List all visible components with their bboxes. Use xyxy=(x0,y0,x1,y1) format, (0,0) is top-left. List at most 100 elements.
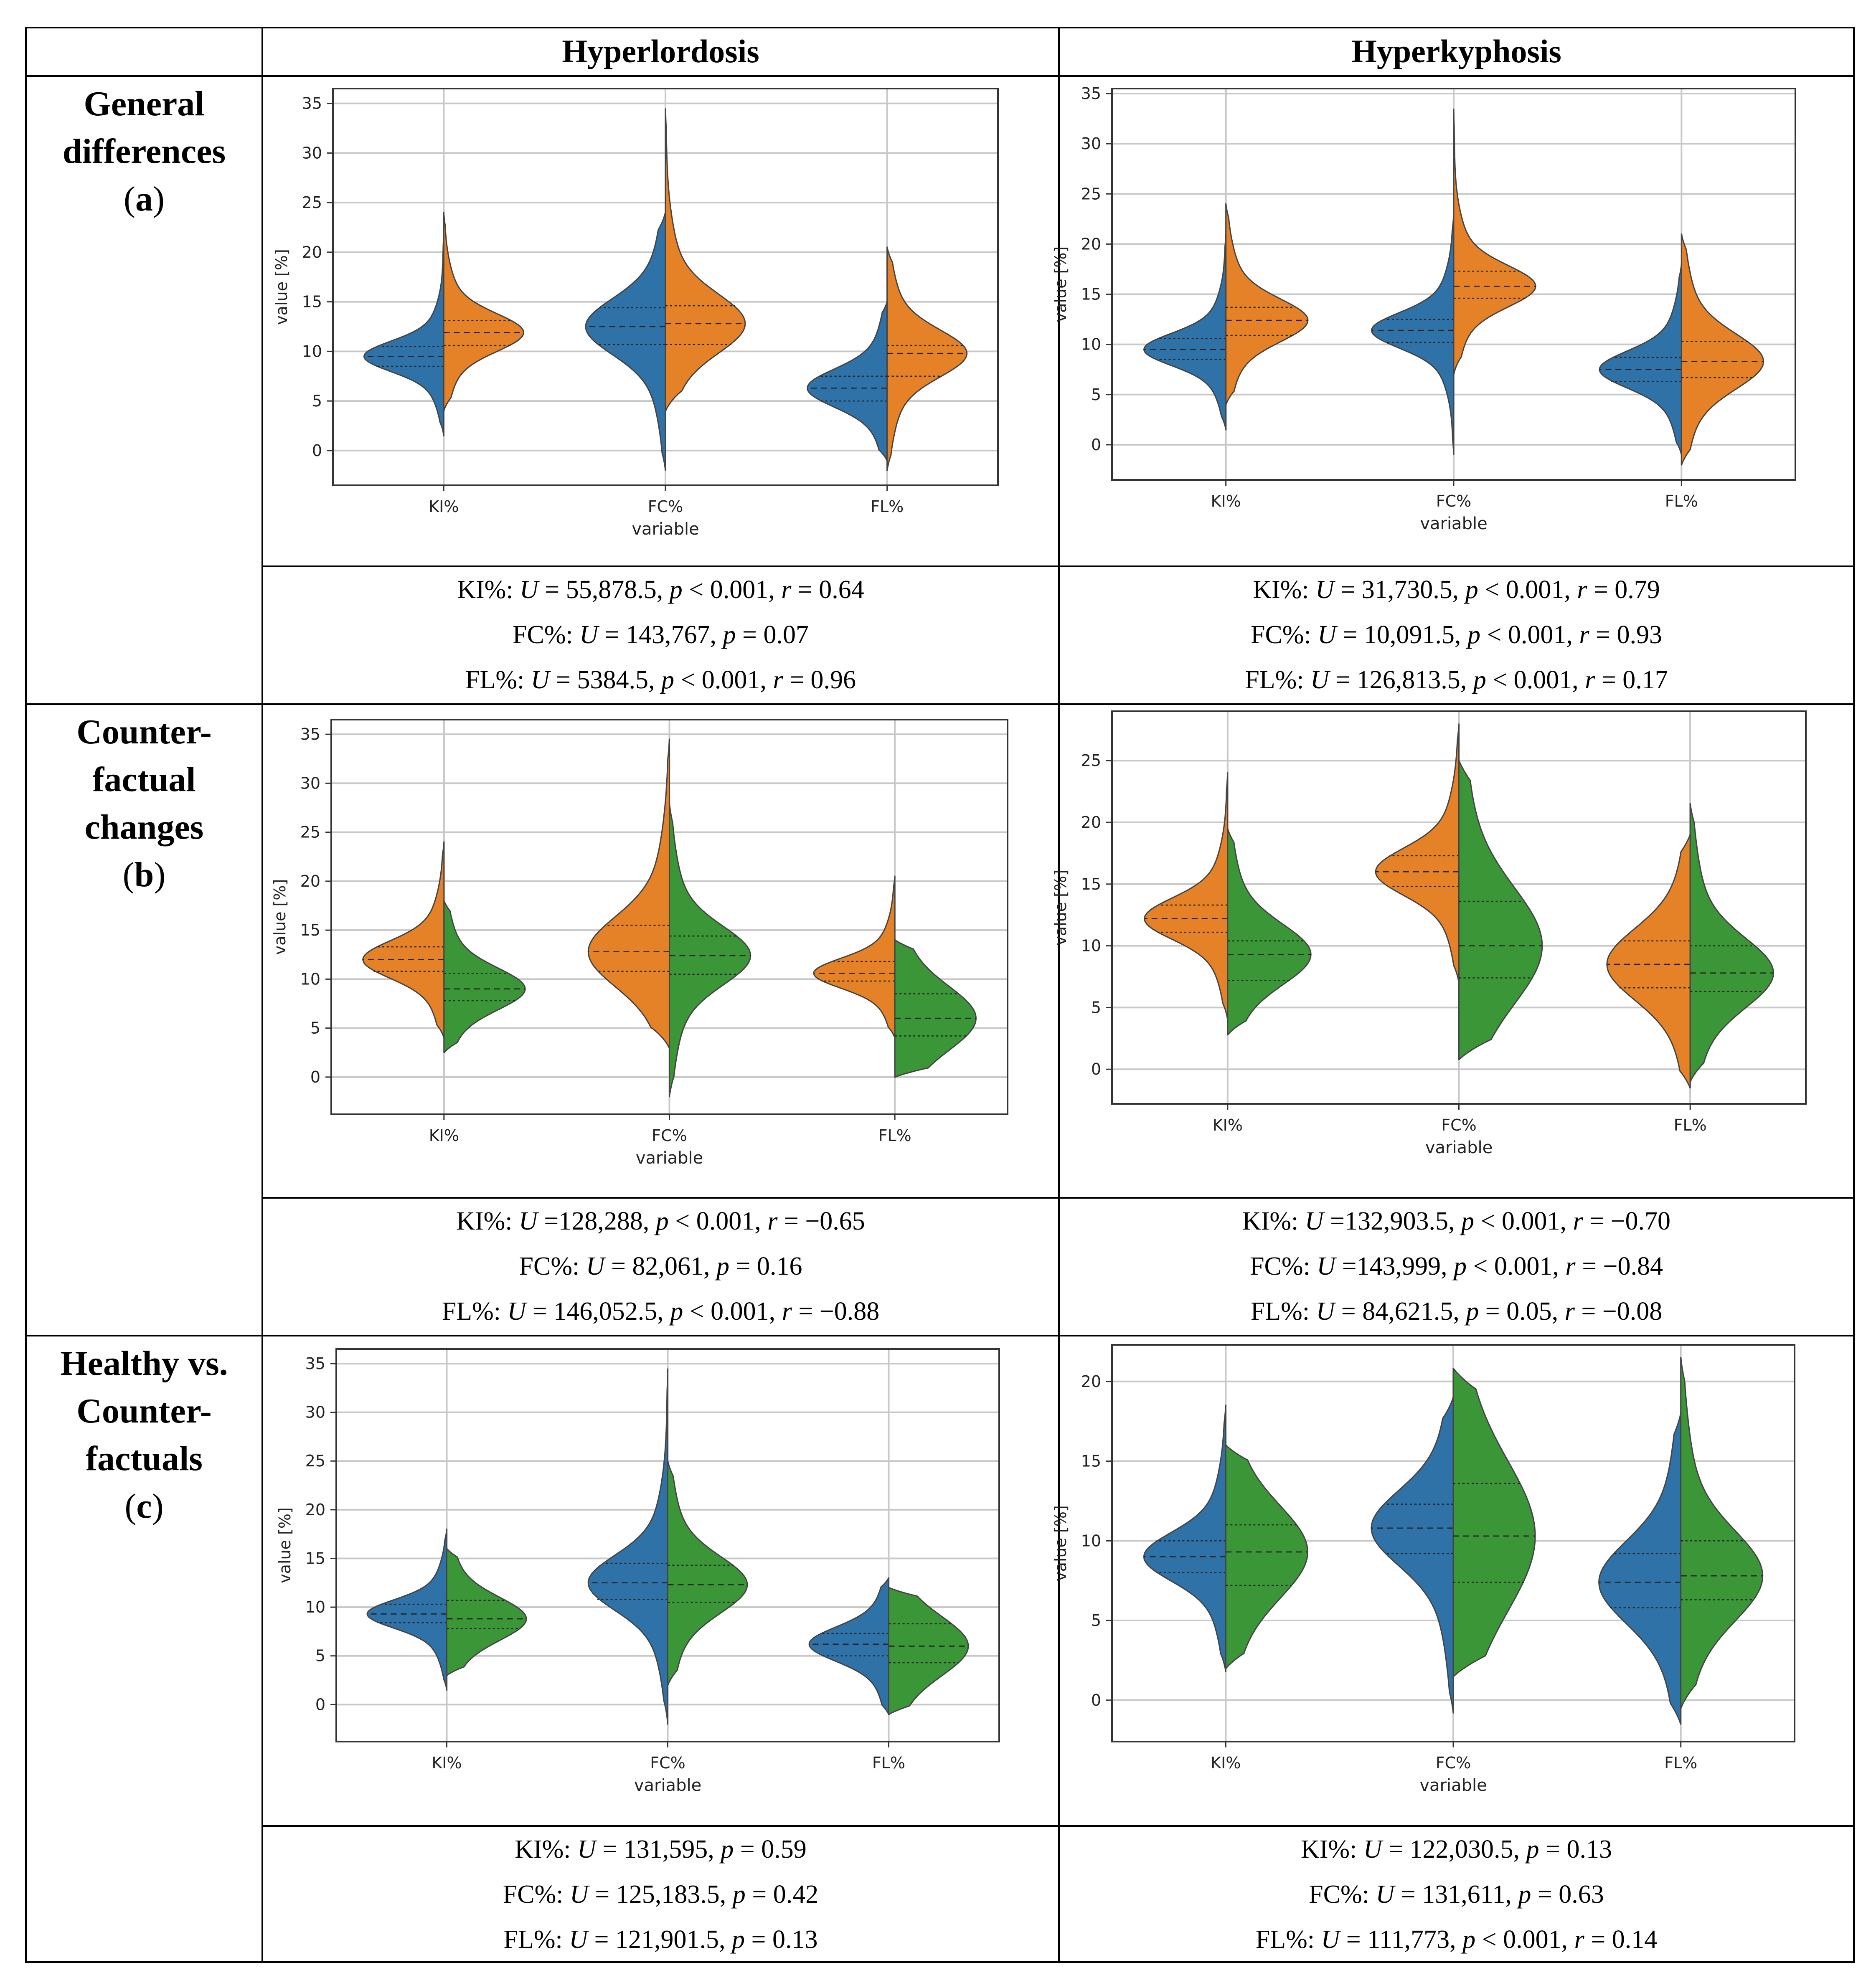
y-tick-label: 10 xyxy=(1081,937,1101,955)
x-axis-label: variable xyxy=(1419,1776,1487,1795)
row-divider-ab xyxy=(25,703,1855,705)
stat-u-value: =143,999, xyxy=(1335,1252,1454,1281)
y-tick-label: 15 xyxy=(1081,875,1101,893)
violin-half-right-KI% xyxy=(443,212,524,412)
stat-p-value: < 0.001, xyxy=(683,1297,782,1326)
stat-r-value: = 0.14 xyxy=(1584,1925,1658,1954)
violin-half-left-KI% xyxy=(1143,1405,1226,1672)
row-label-counterfactual-changes: Counter- factual changes (b) xyxy=(27,708,261,899)
stat-variable: KI%: xyxy=(1253,576,1315,604)
stat-variable: FL%: xyxy=(503,1925,569,1954)
stat-variable: FL%: xyxy=(1250,1297,1316,1326)
violin-chart-hyperlordosis-counterfactual: 0 5 10 15 20 25 30 35 KI% FC% FL% variable value [%] xyxy=(271,719,1008,1168)
violin-chart-hyperkyphosis-healthy-vs-cf: 0 5 10 15 20 KI% FC% FL% variable value [%] xyxy=(1051,1344,1795,1795)
x-tick-label: KI% xyxy=(429,497,459,516)
x-tick-label: FL% xyxy=(871,497,904,516)
stat-line: FC%: U = 143,767, p = 0.07 xyxy=(513,621,809,649)
row-letter: (a) xyxy=(124,180,165,218)
y-tick-label: 0 xyxy=(310,1068,320,1086)
stat-line: FL%: U = 121,901.5, p = 0.13 xyxy=(503,1925,818,1954)
violin-chart-hyperlordosis-general: 0 5 10 15 20 25 30 35 KI% FC% FL% variable value [%] xyxy=(272,88,999,539)
stat-variable: FC%: xyxy=(1249,1252,1317,1281)
violin-half-left-FC% xyxy=(1371,214,1455,455)
y-axis-label: value [%] xyxy=(1051,870,1070,946)
x-axis-label: variable xyxy=(636,1149,703,1168)
y-axis-label: value [%] xyxy=(1051,246,1070,322)
violin-half-left-FL% xyxy=(1606,834,1691,1089)
table-border-bottom xyxy=(25,1961,1855,1963)
y-tick-label: 35 xyxy=(300,725,320,743)
row-letter: (c) xyxy=(124,1487,164,1526)
row-b-stats-divider xyxy=(261,1197,1855,1199)
y-tick-label: 15 xyxy=(302,293,322,311)
stat-p-value: = 0.42 xyxy=(745,1880,819,1909)
x-axis-label: variable xyxy=(632,520,699,539)
violin-chart-hyperkyphosis-general: 0 5 10 15 20 25 30 35 KI% FC% FL% variable value [%] xyxy=(1051,84,1796,533)
stat-variable: FL%: xyxy=(465,666,531,694)
table-divider-columns xyxy=(1058,27,1060,1963)
x-tick-label: FC% xyxy=(1441,1116,1477,1134)
row-label-text: General differences xyxy=(62,84,226,171)
stat-line: KI%: U =132,903.5, p < 0.001, r = −0.70 xyxy=(1242,1207,1671,1235)
stat-line: FL%: U = 111,773, p < 0.001, r = 0.14 xyxy=(1255,1925,1658,1954)
stats-hyperkyphosis-healthy-vs-cf: KI%: U = 122,030.5, p = 0.13 FC%: U = 131… xyxy=(1060,1827,1853,1962)
y-tick-label: 5 xyxy=(312,392,322,410)
x-tick-label: FC% xyxy=(1436,492,1472,510)
violin-half-right-FL% xyxy=(894,939,977,1078)
y-axis-label: value [%] xyxy=(271,879,289,955)
x-tick-label: KI% xyxy=(1211,1754,1241,1772)
violin-half-right-FC% xyxy=(665,108,746,412)
stat-line: FL%: U = 126,813.5, p < 0.001, r = 0.17 xyxy=(1245,666,1668,694)
x-tick-label: FC% xyxy=(1436,1754,1471,1772)
violin-half-right-KI% xyxy=(1227,828,1312,1035)
column-header-hyperkyphosis: Hyperkyphosis xyxy=(1351,33,1561,69)
stat-p-value: < 0.001, xyxy=(674,666,773,694)
y-tick-label: 20 xyxy=(305,1501,325,1519)
violin-half-right-FC% xyxy=(1452,1368,1536,1677)
row-divider-bc xyxy=(25,1335,1855,1336)
violin-half-right-FC% xyxy=(669,802,751,1098)
y-tick-label: 10 xyxy=(302,342,322,360)
row-label-healthy-vs-counterfactuals: Healthy vs. Counter- factuals (c) xyxy=(27,1340,261,1530)
stat-line: KI%: U = 131,595, p = 0.59 xyxy=(515,1835,807,1864)
y-tick-label: 30 xyxy=(305,1403,325,1422)
violin-half-left-KI% xyxy=(366,1529,447,1691)
y-tick-label: 15 xyxy=(1081,285,1101,304)
violin-half-left-KI% xyxy=(362,841,445,1039)
stat-line: KI%: U =128,288, p < 0.001, r = −0.65 xyxy=(456,1207,865,1235)
stats-hyperkyphosis-general: KI%: U = 31,730.5, p < 0.001, r = 0.79 FC… xyxy=(1060,567,1853,702)
violin-half-left-KI% xyxy=(1143,772,1229,1021)
stat-line: KI%: U = 122,030.5, p = 0.13 xyxy=(1300,1835,1612,1864)
violin-half-left-FL% xyxy=(1598,1412,1682,1725)
stat-u-value: =132,903.5, xyxy=(1323,1207,1461,1235)
violin-half-left-FC% xyxy=(1371,1397,1454,1714)
stat-line: FC%: U = 10,091.5, p < 0.001, r = 0.93 xyxy=(1250,621,1663,649)
stat-variable: KI%: xyxy=(457,576,520,604)
stat-u-value: =128,288, xyxy=(537,1207,656,1235)
y-tick-label: 25 xyxy=(305,1452,325,1470)
stat-u-value: = 131,595, xyxy=(596,1835,721,1864)
stat-p-value: < 0.001, xyxy=(1480,621,1579,649)
violin-half-right-FL% xyxy=(1681,233,1764,466)
row-letter: (b) xyxy=(122,855,166,894)
stat-r-value: = 0.17 xyxy=(1595,666,1668,694)
stats-hyperkyphosis-counterfactual: KI%: U =132,903.5, p < 0.001, r = −0.70 F… xyxy=(1060,1199,1853,1334)
stat-line: FL%: U = 84,621.5, p = 0.05, r = −0.08 xyxy=(1250,1297,1663,1326)
x-tick-label: KI% xyxy=(429,1126,459,1145)
x-tick-label: FC% xyxy=(652,1126,687,1145)
y-tick-label: 0 xyxy=(1091,1691,1101,1709)
violin-half-left-FL% xyxy=(813,875,896,1039)
table-border-right xyxy=(1853,27,1855,1963)
x-tick-label: KI% xyxy=(432,1754,462,1772)
y-tick-label: 5 xyxy=(310,1019,320,1037)
violin-half-right-FC% xyxy=(1453,109,1536,375)
y-tick-label: 10 xyxy=(1081,1532,1101,1550)
x-tick-label: FL% xyxy=(1665,492,1698,510)
stat-line: KI%: U = 55,878.5, p < 0.001, r = 0.64 xyxy=(457,576,864,604)
y-tick-label: 5 xyxy=(1091,998,1101,1017)
stat-p-value: < 0.001, xyxy=(668,1207,768,1235)
stat-line: FL%: U = 146,052.5, p < 0.001, r = −0.88 xyxy=(442,1297,880,1326)
stat-variable: KI%: xyxy=(456,1207,519,1235)
y-tick-label: 10 xyxy=(1081,335,1101,354)
stat-line: FC%: U =143,999, p < 0.001, r = −0.84 xyxy=(1249,1252,1663,1281)
